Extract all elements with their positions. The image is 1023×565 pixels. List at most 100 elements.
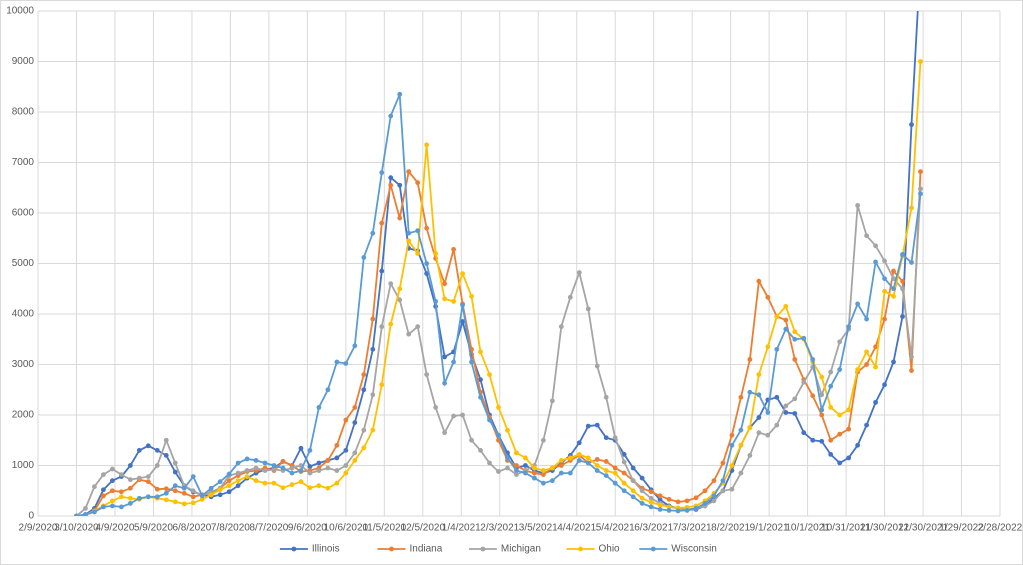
x-tick-label: 3/5/2021 <box>519 523 558 534</box>
data-point <box>163 486 169 492</box>
data-point <box>289 465 295 471</box>
data-point <box>810 357 816 362</box>
data-point <box>612 465 618 471</box>
data-point <box>576 270 582 275</box>
x-tick-label: 7/3/2021 <box>673 523 712 534</box>
data-point <box>109 488 115 494</box>
data-point <box>864 422 870 428</box>
data-point <box>882 258 887 264</box>
data-point <box>343 463 349 468</box>
data-point <box>136 495 142 501</box>
data-point <box>406 331 412 337</box>
data-point <box>792 357 798 362</box>
data-point <box>325 387 331 393</box>
data-point <box>621 480 627 486</box>
data-point <box>379 382 385 388</box>
data-point <box>181 501 187 507</box>
data-point <box>918 169 923 174</box>
data-point <box>460 271 465 276</box>
data-point <box>567 294 573 300</box>
data-point <box>594 422 600 428</box>
data-point <box>567 455 573 461</box>
data-point <box>496 405 501 410</box>
data-point <box>603 394 609 400</box>
data-point <box>334 480 340 486</box>
data-point <box>873 364 878 370</box>
data-point <box>154 494 160 500</box>
data-point <box>567 470 573 476</box>
data-point <box>460 302 465 308</box>
y-tick-label: 0 <box>28 511 34 522</box>
x-tick-label: 6/3/2021 <box>634 523 673 534</box>
data-point <box>226 471 232 477</box>
data-point <box>487 417 492 423</box>
data-point <box>244 474 250 480</box>
x-tick-label: 4/9/2020 <box>95 523 134 534</box>
data-point <box>289 470 295 476</box>
data-point <box>433 298 439 304</box>
data-point <box>909 205 914 211</box>
y-tick-label: 5000 <box>12 258 35 269</box>
data-point <box>828 451 834 457</box>
data-point <box>307 447 313 453</box>
data-point <box>379 268 385 274</box>
data-point <box>837 367 843 372</box>
data-point <box>514 472 519 477</box>
y-tick-label: 8000 <box>12 107 35 118</box>
data-point <box>109 498 115 504</box>
data-point <box>648 489 654 495</box>
legend-marker <box>578 546 583 552</box>
data-point <box>92 484 97 490</box>
data-point <box>101 504 106 510</box>
data-point <box>316 468 322 473</box>
data-point <box>801 430 807 436</box>
data-point <box>280 459 286 464</box>
data-point <box>585 306 591 312</box>
data-point <box>388 321 394 327</box>
data-point <box>675 499 681 505</box>
data-point <box>523 470 528 476</box>
data-point <box>648 499 654 505</box>
data-point <box>756 415 762 420</box>
data-point <box>109 503 115 509</box>
data-point <box>424 372 430 377</box>
data-point <box>253 465 259 471</box>
data-point <box>837 431 843 437</box>
data-point <box>352 458 358 463</box>
data-point <box>864 233 870 239</box>
data-point <box>415 228 421 234</box>
data-point <box>774 314 780 319</box>
x-tick-label: 5/4/2021 <box>596 523 635 534</box>
data-point <box>451 413 456 419</box>
data-point <box>397 182 403 188</box>
data-point <box>271 480 277 486</box>
data-point <box>828 405 834 410</box>
data-point <box>810 437 816 443</box>
data-point <box>451 359 456 365</box>
data-point <box>639 495 645 501</box>
data-point <box>648 495 654 501</box>
data-point <box>756 372 762 377</box>
data-point <box>190 494 196 500</box>
data-point <box>837 339 843 345</box>
data-point <box>352 405 358 410</box>
data-point <box>720 488 726 494</box>
data-point <box>531 475 537 481</box>
data-point <box>828 369 834 375</box>
data-point <box>684 498 690 504</box>
data-point <box>271 467 277 472</box>
data-point <box>855 442 861 448</box>
data-point <box>792 411 798 416</box>
data-point <box>208 492 214 498</box>
x-tick-label: 1/4/2021 <box>442 523 481 534</box>
data-point <box>379 220 385 226</box>
data-point <box>388 281 394 287</box>
data-point <box>828 437 834 443</box>
data-point <box>145 494 151 500</box>
data-point <box>460 412 465 418</box>
data-point <box>774 422 780 428</box>
data-point <box>549 465 555 471</box>
x-tick-label: 7/8/2020 <box>211 523 250 534</box>
data-point <box>720 460 726 466</box>
data-point <box>630 478 636 484</box>
